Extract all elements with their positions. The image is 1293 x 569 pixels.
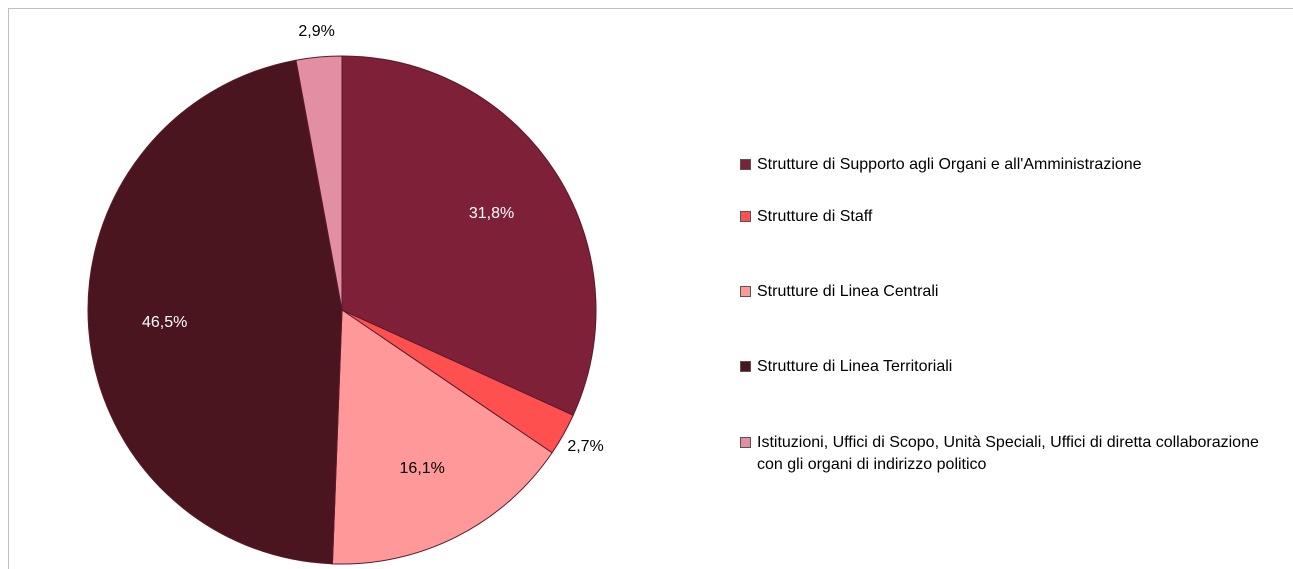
data-label: 2,9%	[298, 23, 334, 40]
pie-slice	[295, 55, 343, 311]
data-label: 16,1%	[400, 460, 445, 477]
pie-slice	[331, 309, 553, 565]
legend-swatch	[740, 286, 751, 297]
data-label: 31,8%	[469, 205, 514, 222]
legend-label: Strutture di Linea Territoriali	[757, 358, 953, 375]
legend-item: Strutture di Linea Territoriali	[740, 356, 1285, 378]
legend-swatch	[740, 361, 751, 372]
pie-slice	[341, 55, 597, 416]
legend-label: Strutture di Linea Centrali	[757, 283, 939, 300]
pie	[87, 55, 597, 565]
legend-item: Strutture di Linea Centrali	[740, 281, 1285, 303]
legend-label: Strutture di Staff	[757, 208, 873, 225]
legend-item: Strutture di Supporto agli Organi e all'…	[740, 154, 1285, 176]
legend-label: Istituzioni, Uffici di Scopo, Unità Spec…	[757, 434, 1259, 473]
legend-item: Istituzioni, Uffici di Scopo, Unità Spec…	[740, 432, 1285, 476]
legend-swatch	[740, 159, 751, 170]
data-label: 2,7%	[567, 438, 603, 455]
data-labels: 31,8% 2,7% 16,1% 46,5% 2,9%	[142, 23, 604, 477]
legend-label: Strutture di Supporto agli Organi e all'…	[757, 156, 1142, 173]
legend-item: Strutture di Staff	[740, 206, 1285, 228]
legend-swatch	[740, 437, 751, 448]
legend-swatch	[740, 211, 751, 222]
pie-slice	[87, 59, 343, 565]
data-label: 46,5%	[142, 314, 187, 331]
